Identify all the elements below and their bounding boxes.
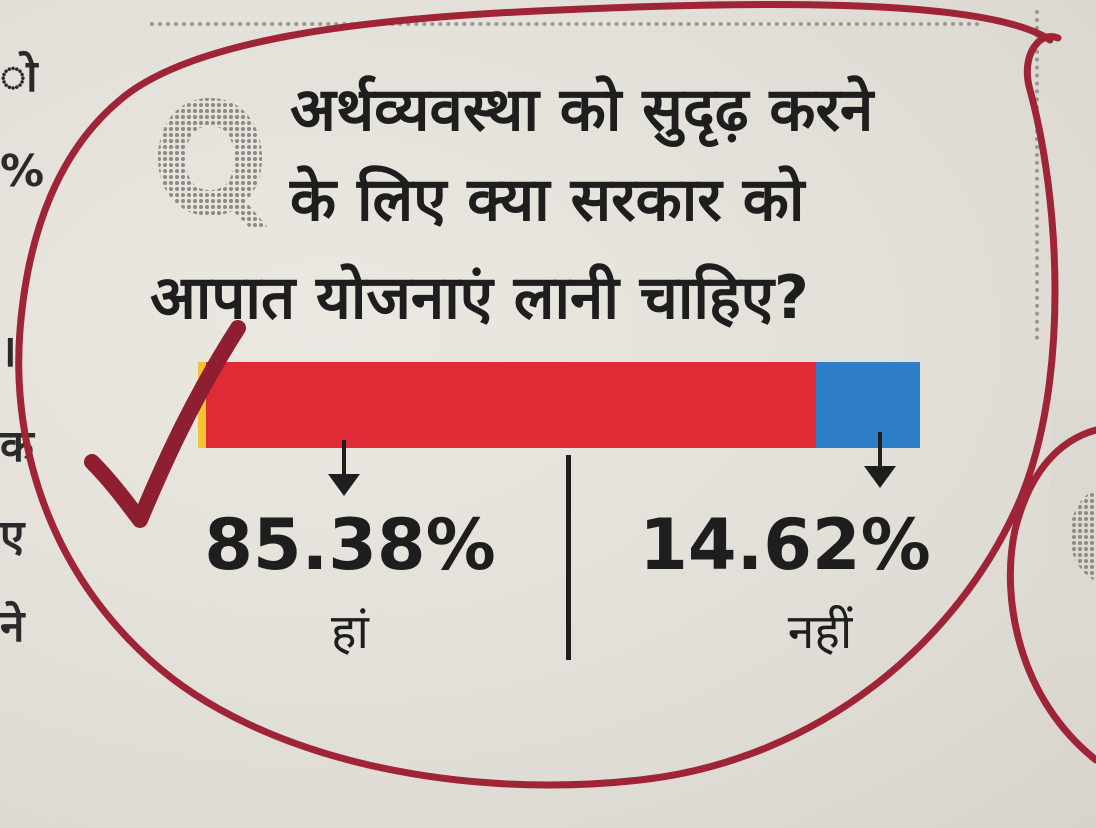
result-divider [566,455,571,660]
down-arrow-icon [328,440,360,496]
down-arrow-icon [864,432,896,488]
column-fragment: ने [0,601,25,652]
yes-percentage: 85.38% [204,504,496,586]
poll-result-bar [198,362,920,448]
adjacent-column-text: ो % । क ए ने [0,0,50,700]
dotted-border-right [1035,10,1039,340]
question-mark-q-icon [158,98,268,228]
column-fragment: ो [0,51,38,102]
column-fragment: । [0,326,17,377]
no-label: नहीं [787,604,853,660]
question-line-2: के लिए क्या सरकार को [290,165,805,235]
yes-label: हां [331,604,369,660]
column-fragment: ए [0,511,25,562]
adjacent-q-icon [1070,489,1096,581]
column-fragment: क [0,421,34,472]
question-line-3: आपात योजनाएं लानी चाहिए? [150,263,809,333]
column-fragment: % [0,146,45,197]
question-line-1: अर्थव्यवस्था को सुदृढ़ करने [290,75,874,145]
yes-bar-segment [206,362,816,448]
no-percentage: 14.62% [639,504,931,586]
dotted-border-top [150,22,980,26]
